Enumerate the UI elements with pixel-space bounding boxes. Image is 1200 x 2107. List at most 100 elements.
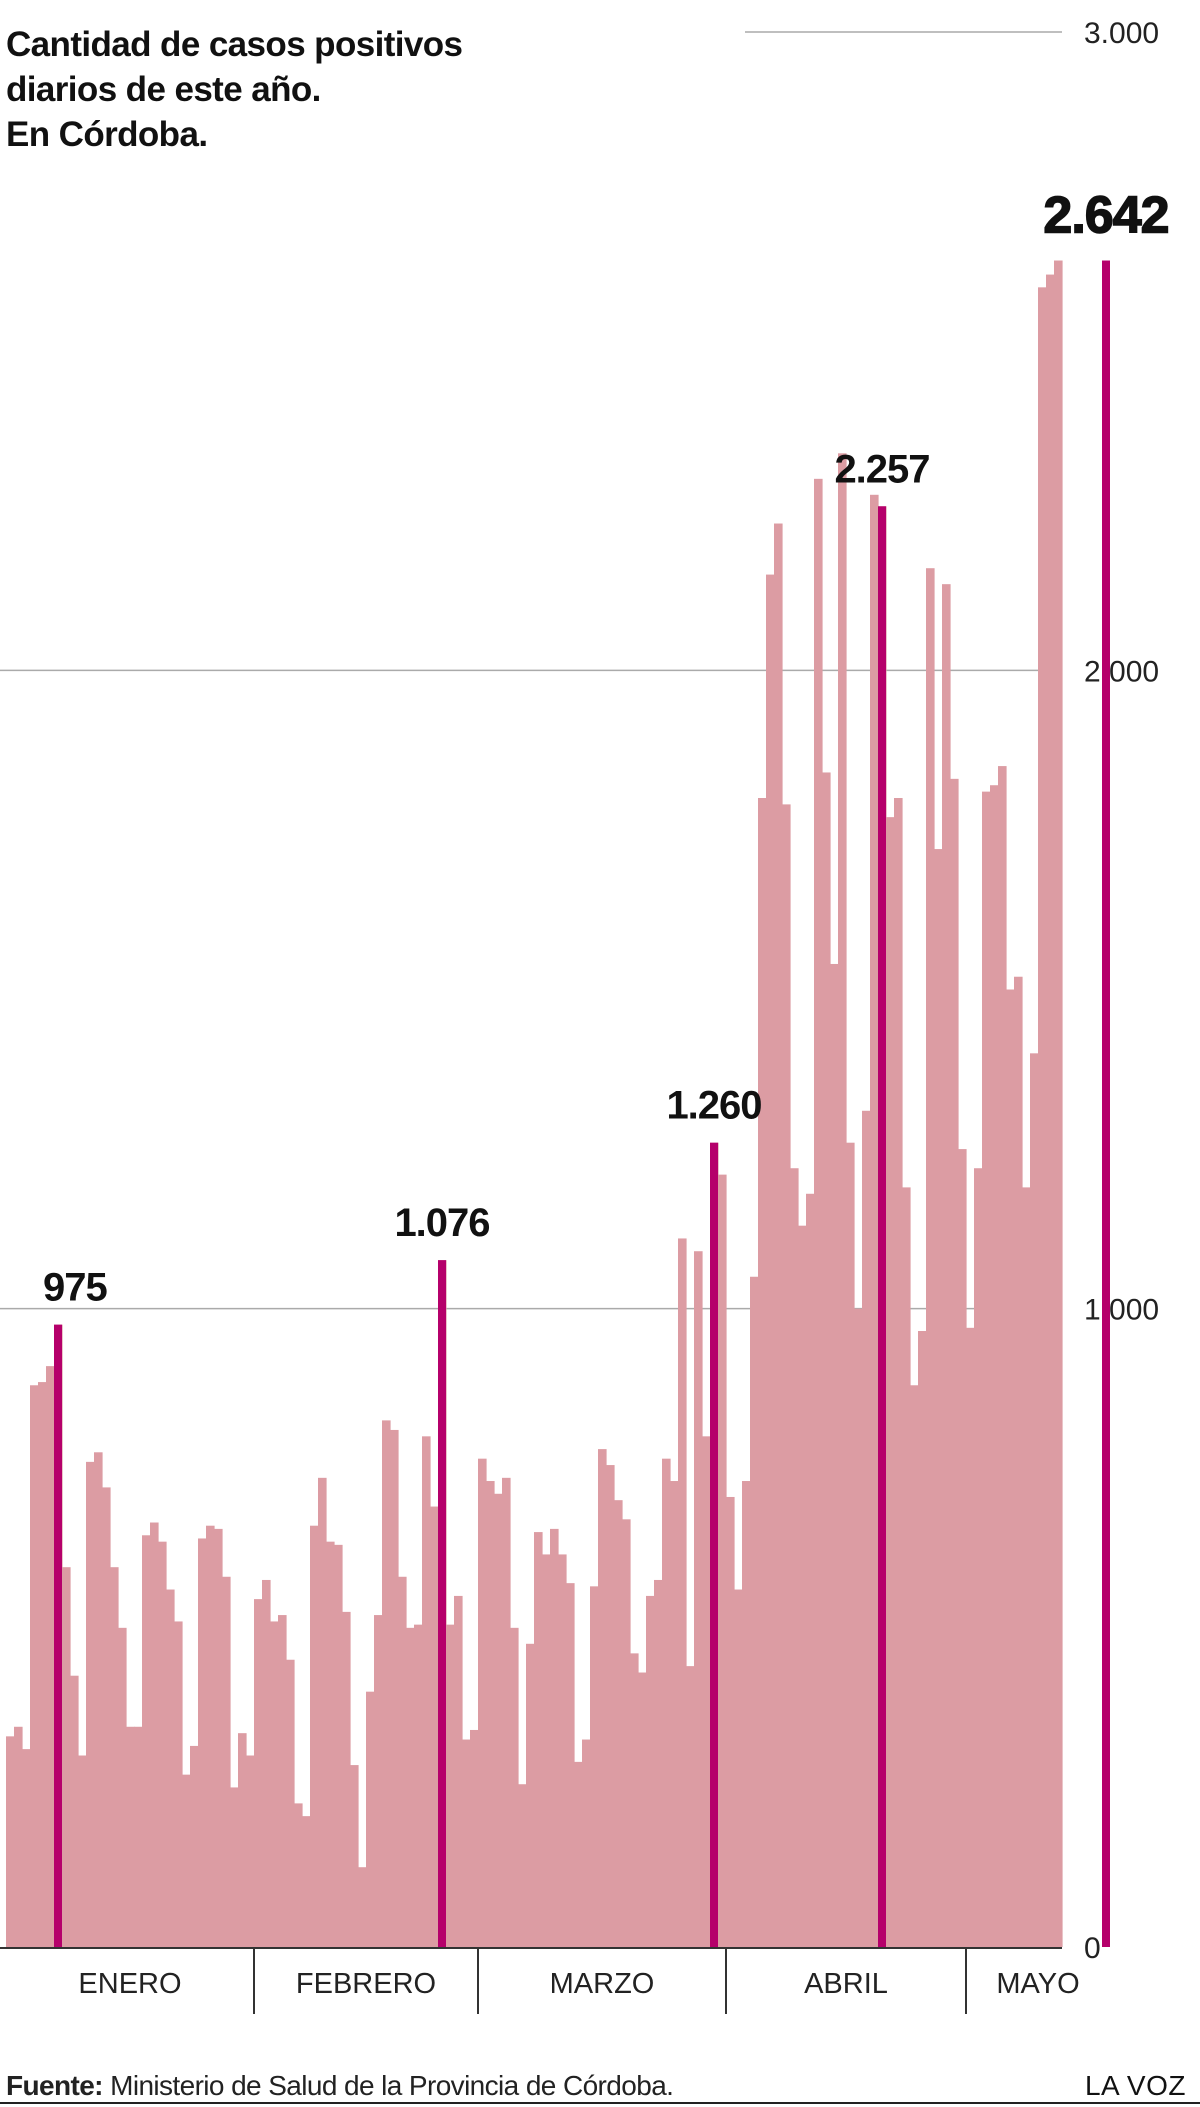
bar — [214, 1528, 223, 1947]
bar — [254, 1599, 263, 1947]
bar — [310, 1525, 319, 1947]
bar — [686, 1666, 695, 1947]
bar — [142, 1535, 151, 1947]
bar — [1030, 1053, 1039, 1947]
bar — [1054, 260, 1063, 1947]
bar — [382, 1420, 391, 1948]
bar — [974, 1168, 983, 1947]
highlight-label-2.642: 2.642 — [1043, 187, 1168, 245]
y-axis-tick-labels: 0 1.000 2.000 3.000 — [1084, 17, 1159, 1965]
bar — [630, 1653, 639, 1947]
bar — [1006, 989, 1015, 1947]
bar — [334, 1544, 343, 1947]
footer: Fuente: Ministerio de Salud de la Provin… — [0, 2070, 1200, 2107]
bar — [102, 1487, 111, 1947]
bar — [774, 523, 783, 1947]
bar — [462, 1739, 471, 1947]
bar — [150, 1522, 159, 1947]
bar — [590, 1586, 599, 1947]
bar — [942, 584, 951, 1948]
bar — [606, 1465, 615, 1947]
highlight-label-1.076: 1.076 — [394, 1201, 489, 1245]
bar — [286, 1659, 295, 1947]
bar — [110, 1567, 119, 1947]
bar — [990, 785, 999, 1947]
bar — [1022, 1187, 1031, 1947]
bar — [230, 1787, 239, 1947]
chart-title-line-3: En Córdoba. — [6, 115, 208, 154]
bar — [758, 798, 767, 1947]
bar — [646, 1595, 655, 1947]
bar — [910, 1385, 919, 1947]
bar — [198, 1538, 207, 1947]
bars — [6, 260, 1063, 1948]
bar — [814, 478, 823, 1948]
y-tick-label-3000: 3.000 — [1084, 17, 1159, 50]
bar — [270, 1621, 279, 1947]
bar — [318, 1477, 327, 1947]
x-axis: ENERO FEBRERO MARZO ABRIL MAYO — [0, 1947, 1080, 2014]
bar — [542, 1554, 551, 1947]
x-month-label-febrero: FEBRERO — [296, 1968, 436, 2000]
bar — [478, 1458, 487, 1947]
bar — [62, 1567, 71, 1947]
bar — [558, 1554, 567, 1947]
highlight-bar-2.642 — [1102, 260, 1110, 1947]
y-tick-label-2000: 2.000 — [1084, 655, 1159, 688]
bar — [294, 1803, 303, 1948]
bar — [742, 1481, 751, 1947]
bar — [6, 1736, 15, 1947]
highlight-bar-1.076 — [438, 1260, 446, 1947]
highlight-bar-1.260 — [710, 1142, 718, 1947]
bar — [702, 1436, 711, 1947]
daily-cases-bar-chart: 0 1.000 2.000 3.000 975 1.076 1.260 2.257 2.642… — [0, 17, 1170, 2014]
bar — [502, 1477, 511, 1947]
bar — [638, 1672, 647, 1947]
highlight-label-2.257: 2.257 — [834, 447, 929, 491]
source-label: Fuente: — [6, 2070, 104, 2101]
bar — [830, 963, 839, 1947]
bar — [182, 1774, 191, 1947]
bar — [846, 1142, 855, 1947]
bar — [30, 1385, 39, 1947]
bar — [518, 1784, 527, 1947]
highlight-labels: 975 1.076 1.260 2.257 2.642 — [43, 186, 1170, 1310]
bar — [398, 1576, 407, 1947]
bar — [238, 1733, 247, 1947]
bar — [534, 1532, 543, 1947]
bar — [302, 1816, 311, 1947]
x-month-label-abril: ABRIL — [804, 1968, 888, 2000]
bar — [358, 1867, 367, 1947]
highlight-bars — [54, 260, 1110, 1948]
bar — [70, 1675, 79, 1947]
bar — [662, 1458, 671, 1947]
bar — [22, 1749, 31, 1947]
bar — [470, 1729, 479, 1947]
bar — [414, 1624, 423, 1947]
bar — [694, 1251, 703, 1947]
bar — [566, 1583, 575, 1947]
bar — [374, 1615, 383, 1947]
bar — [326, 1541, 335, 1947]
bar — [934, 849, 943, 1947]
bar — [574, 1761, 583, 1947]
bar — [854, 1308, 863, 1947]
bar — [38, 1382, 47, 1947]
bar — [734, 1589, 743, 1947]
bar — [966, 1327, 975, 1947]
footer-rule — [0, 2102, 1200, 2104]
bar — [1038, 287, 1047, 1948]
bar — [894, 798, 903, 1947]
bar — [782, 804, 791, 1947]
bar — [14, 1726, 23, 1947]
bar — [806, 1193, 815, 1947]
bar — [342, 1611, 351, 1948]
x-month-label-mayo: MAYO — [996, 1968, 1079, 2000]
highlight-bar-975 — [54, 1324, 62, 1948]
bar — [134, 1726, 143, 1947]
bar — [510, 1627, 519, 1947]
bar — [262, 1579, 271, 1947]
bar — [422, 1436, 431, 1947]
bar — [494, 1493, 503, 1947]
bar — [190, 1745, 199, 1947]
